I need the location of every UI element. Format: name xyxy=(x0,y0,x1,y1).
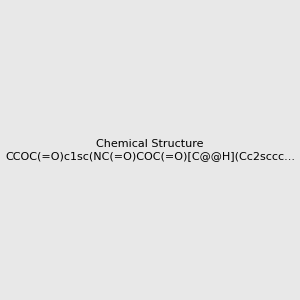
Text: Chemical Structure
CCOC(=O)c1sc(NC(=O)COC(=O)[C@@H](Cc2sccc...: Chemical Structure CCOC(=O)c1sc(NC(=O)CO… xyxy=(5,139,295,161)
